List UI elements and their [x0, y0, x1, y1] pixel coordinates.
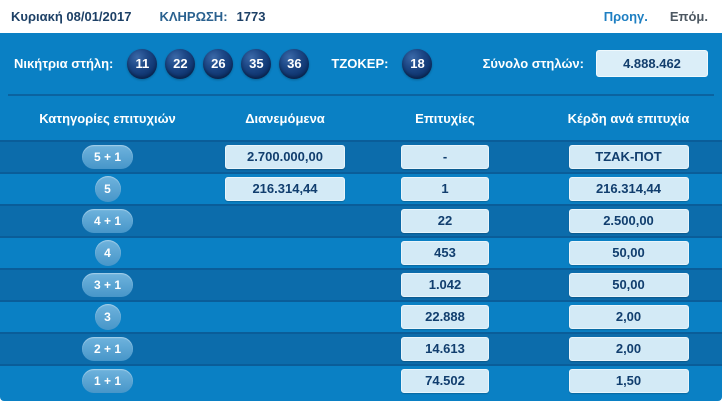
- table-row: 2 + 1 14.613 2,00: [0, 332, 722, 364]
- category-pill: 4 + 1: [81, 209, 134, 233]
- top-bar: Κυριακή 08/01/2017 ΚΛΗΡΩΣΗ: 1773 Προηγ. …: [0, 0, 722, 33]
- draw-label: ΚΛΗΡΩΣΗ:: [159, 9, 228, 24]
- winners-value: -: [401, 145, 489, 169]
- results-panel: Νικήτρια στήλη: 11 22 26 35 36 ΤΖΟΚΕΡ: 18 Σύ…: [0, 33, 722, 401]
- prize-value: ΤΖΑΚ-ΠΟΤ: [568, 145, 689, 169]
- number-ball: 11: [127, 48, 158, 79]
- prize-value: 50,00: [568, 241, 689, 265]
- category-pill: 3 + 1: [81, 273, 134, 297]
- prize-cell: 2.500,00: [535, 209, 722, 233]
- category-cell: 3: [0, 304, 215, 330]
- prize-value: 2,00: [568, 305, 689, 329]
- category-pill: 2 + 1: [81, 337, 134, 361]
- winning-numbers-bar: Νικήτρια στήλη: 11 22 26 35 36 ΤΖΟΚΕΡ: 18 Σύ…: [0, 33, 722, 94]
- table-row: 4 + 1 22 2.500,00: [0, 204, 722, 236]
- distributed-cell: 216.314,44: [215, 177, 355, 201]
- draw-number: 1773: [236, 9, 266, 24]
- joker-label: ΤΖΟΚΕΡ:: [331, 56, 389, 71]
- winners-cell: 1: [355, 177, 535, 201]
- joker-ball: 18: [402, 48, 433, 79]
- next-draw-link[interactable]: Επόμ.: [669, 9, 708, 24]
- winners-cell: 1.042: [355, 273, 535, 297]
- header-categories: Κατηγορίες επιτυχιών: [39, 110, 176, 126]
- table-row: 3 + 1 1.042 50,00: [0, 268, 722, 300]
- header-distributed: Διανεμόμενα: [245, 110, 325, 126]
- prize-cell: 2,00: [535, 337, 722, 361]
- prize-value: 50,00: [568, 273, 689, 297]
- total-columns-label: Σύνολο στηλών:: [482, 56, 584, 71]
- category-cell: 4 + 1: [0, 209, 215, 233]
- distributed-value: 2.700.000,00: [225, 145, 345, 169]
- winners-cell: -: [355, 145, 535, 169]
- prize-value: 2.500,00: [568, 209, 689, 233]
- winners-value: 1: [401, 177, 489, 201]
- winning-numbers: 11 22 26 35 36: [127, 48, 310, 79]
- number-ball: 36: [279, 48, 310, 79]
- table-row: 3 22.888 2,00: [0, 300, 722, 332]
- winners-value: 22: [401, 209, 489, 233]
- prize-cell: 216.314,44: [535, 177, 722, 201]
- table-row: 5 216.314,44 1 216.314,44: [0, 172, 722, 204]
- prize-value: 2,00: [568, 337, 689, 361]
- prize-cell: 2,00: [535, 305, 722, 329]
- number-ball: 35: [241, 48, 272, 79]
- prize-cell: 1,50: [535, 369, 722, 393]
- number-ball: 22: [165, 48, 196, 79]
- total-columns-value: 4.888.462: [596, 50, 708, 77]
- prize-cell: ΤΖΑΚ-ΠΟΤ: [535, 145, 722, 169]
- category-cell: 2 + 1: [0, 337, 215, 361]
- category-cell: 5 + 1: [0, 145, 215, 169]
- winners-value: 74.502: [401, 369, 489, 393]
- number-ball: 26: [203, 48, 234, 79]
- category-cell: 5: [0, 176, 215, 202]
- previous-draw-link[interactable]: Προηγ.: [603, 9, 648, 24]
- category-cell: 4: [0, 240, 215, 266]
- section-divider: [8, 94, 714, 96]
- category-pill: 4: [94, 240, 121, 266]
- winners-cell: 453: [355, 241, 535, 265]
- distributed-cell: [215, 337, 355, 361]
- distributed-cell: [215, 305, 355, 329]
- category-pill: 5 + 1: [81, 145, 134, 169]
- draw-date: Κυριακή 08/01/2017: [11, 9, 132, 24]
- winners-value: 453: [401, 241, 489, 265]
- distributed-value: 216.314,44: [225, 177, 345, 201]
- table-row: 1 + 1 74.502 1,50: [0, 364, 722, 396]
- header-prize: Κέρδη ανά επιτυχία: [567, 110, 690, 126]
- category-pill: 1 + 1: [81, 369, 134, 393]
- category-cell: 3 + 1: [0, 273, 215, 297]
- prize-value: 1,50: [568, 369, 689, 393]
- category-pill: 3: [94, 304, 121, 330]
- draw-navigation: Προηγ. Επόμ.: [604, 9, 708, 24]
- table-header-row: Κατηγορίες επιτυχιών Διανεμόμενα Επιτυχί…: [0, 96, 722, 140]
- prize-value: 216.314,44: [568, 177, 689, 201]
- distributed-cell: [215, 273, 355, 297]
- category-cell: 1 + 1: [0, 369, 215, 393]
- winners-cell: 22.888: [355, 305, 535, 329]
- total-columns: Σύνολο στηλών: 4.888.462: [483, 50, 708, 77]
- winners-value: 14.613: [401, 337, 489, 361]
- header-winners: Επιτυχίες: [415, 110, 475, 126]
- winners-cell: 14.613: [355, 337, 535, 361]
- winners-value: 22.888: [401, 305, 489, 329]
- results-table-body: 5 + 1 2.700.000,00 - ΤΖΑΚ-ΠΟΤ 5 216.314,…: [0, 140, 722, 396]
- category-pill: 5: [94, 176, 121, 202]
- winners-cell: 74.502: [355, 369, 535, 393]
- distributed-cell: [215, 369, 355, 393]
- distributed-cell: 2.700.000,00: [215, 145, 355, 169]
- prize-cell: 50,00: [535, 241, 722, 265]
- prize-cell: 50,00: [535, 273, 722, 297]
- table-row: 5 + 1 2.700.000,00 - ΤΖΑΚ-ΠΟΤ: [0, 140, 722, 172]
- table-row: 4 453 50,00: [0, 236, 722, 268]
- winners-cell: 22: [355, 209, 535, 233]
- distributed-cell: [215, 209, 355, 233]
- distributed-cell: [215, 241, 355, 265]
- winners-value: 1.042: [401, 273, 489, 297]
- winning-column-label: Νικήτρια στήλη:: [14, 56, 114, 71]
